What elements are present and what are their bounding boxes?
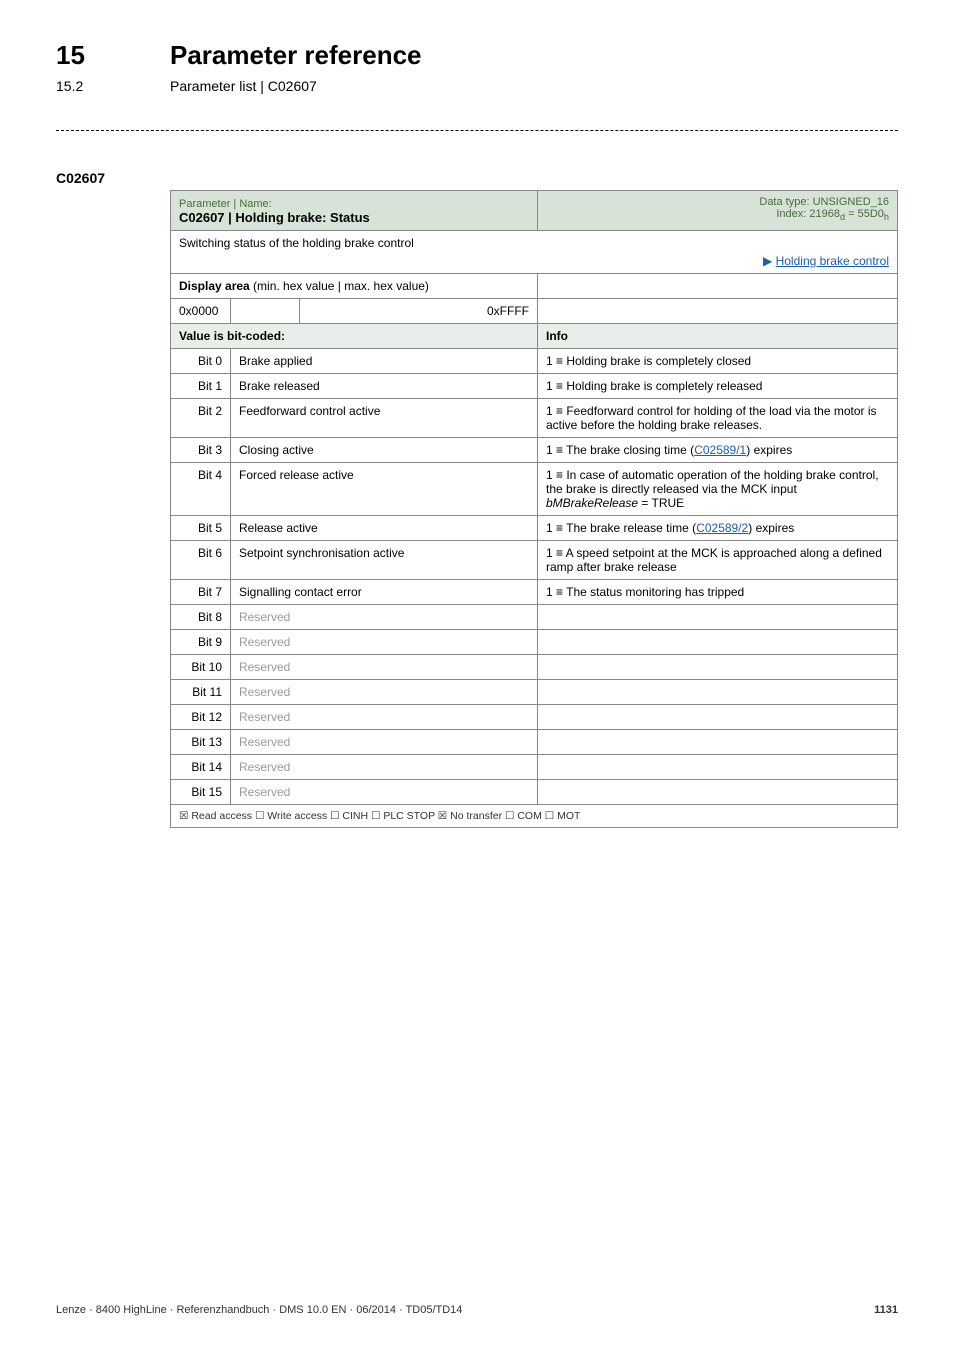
bit-name: Reserved [231,780,538,805]
bit-index: Bit 4 [171,463,231,516]
bit-name: Reserved [231,630,538,655]
bit-index: Bit 3 [171,438,231,463]
subsection-number: 15.2 [56,78,83,94]
display-area-label: Display area [179,279,250,293]
bit-name: Reserved [231,755,538,780]
bit-info: 1 ≡ The status monitoring has tripped [538,580,898,605]
footer-left: Lenze · 8400 HighLine · Referenzhandbuch… [56,1304,462,1316]
info-header: Info [538,324,898,349]
display-area-right-empty [538,274,898,299]
bit-info [538,630,898,655]
bit-index: Bit 5 [171,516,231,541]
bit-name: Feedforward control active [231,399,538,438]
bit-name: Brake applied [231,349,538,374]
bit-index: Bit 14 [171,755,231,780]
bit-name: Closing active [231,438,538,463]
bit-info [538,605,898,630]
display-area-cell: Display area (min. hex value | max. hex … [171,274,538,299]
bit-info: 1 ≡ The brake closing time (C02589/1) ex… [538,438,898,463]
hex-hi: 0xFFFF [299,299,537,324]
bit-info [538,730,898,755]
bit-index: Bit 10 [171,655,231,680]
display-area-sub: (min. hex value | max. hex value) [250,279,429,293]
subsection-title: Parameter list | C02607 [170,78,317,94]
bit-info: 1 ≡ Feedforward control for holding of t… [538,399,898,438]
bit-index: Bit 13 [171,730,231,755]
param-title: C02607 | Holding brake: Status [179,210,370,225]
bit-index: Bit 1 [171,374,231,399]
bit-index: Bit 9 [171,630,231,655]
page-footer: Lenze · 8400 HighLine · Referenzhandbuch… [56,1304,898,1316]
bit-info: 1 ≡ A speed setpoint at the MCK is appro… [538,541,898,580]
bit-name: Reserved [231,730,538,755]
bit-info: 1 ≡ In case of automatic operation of th… [538,463,898,516]
bit-index: Bit 8 [171,605,231,630]
index-label: Index: 21968d = 55D0h [776,208,889,220]
section-title: Parameter reference [170,40,422,71]
switching-status-cell: Switching status of the holding brake co… [171,231,898,274]
hex-lo: 0x0000 [171,299,231,324]
bit-info: 1 ≡ The brake release time (C02589/2) ex… [538,516,898,541]
footer-page-number: 1131 [874,1304,898,1316]
hex-mid-empty [231,299,300,324]
param-name-label: Parameter | Name: [179,198,272,210]
bit-name: Reserved [231,705,538,730]
bit-info: 1 ≡ Holding brake is completely closed [538,349,898,374]
bit-name: Brake released [231,374,538,399]
holding-brake-control-link[interactable]: Holding brake control [776,254,889,268]
bit-index: Bit 15 [171,780,231,805]
datatype-label: Data type: UNSIGNED_16 [759,196,889,208]
bit-name: Reserved [231,605,538,630]
bit-index: Bit 2 [171,399,231,438]
bit-name: Reserved [231,655,538,680]
bit-index: Bit 6 [171,541,231,580]
divider-dashed [56,130,898,131]
bit-info [538,680,898,705]
bit-info [538,655,898,680]
bit-info-link[interactable]: C02589/1 [694,443,746,457]
bit-info-link[interactable]: C02589/2 [696,521,748,535]
bit-info [538,705,898,730]
parameter-code-heading: C02607 [56,170,105,186]
bit-name: Setpoint synchronisation active [231,541,538,580]
bit-index: Bit 7 [171,580,231,605]
triangle-icon: ▶ [763,254,776,268]
bit-index: Bit 12 [171,705,231,730]
parameter-table: Parameter | Name: C02607 | Holding brake… [170,190,898,828]
section-number: 15 [56,40,85,71]
bit-index: Bit 0 [171,349,231,374]
hex-right-empty [538,299,898,324]
value-header: Value is bit-coded: [171,324,538,349]
bit-info [538,755,898,780]
access-flags: ☒ Read access ☐ Write access ☐ CINH ☐ PL… [171,805,898,828]
bit-name: Reserved [231,680,538,705]
bit-name: Forced release active [231,463,538,516]
bit-name: Release active [231,516,538,541]
switching-status-text: Switching status of the holding brake co… [179,236,414,250]
bit-name: Signalling contact error [231,580,538,605]
bit-info [538,780,898,805]
bit-index: Bit 11 [171,680,231,705]
param-name-cell: Parameter | Name: C02607 | Holding brake… [171,191,538,231]
bit-info: 1 ≡ Holding brake is completely released [538,374,898,399]
param-type-cell: Data type: UNSIGNED_16 Index: 21968d = 5… [538,191,898,231]
